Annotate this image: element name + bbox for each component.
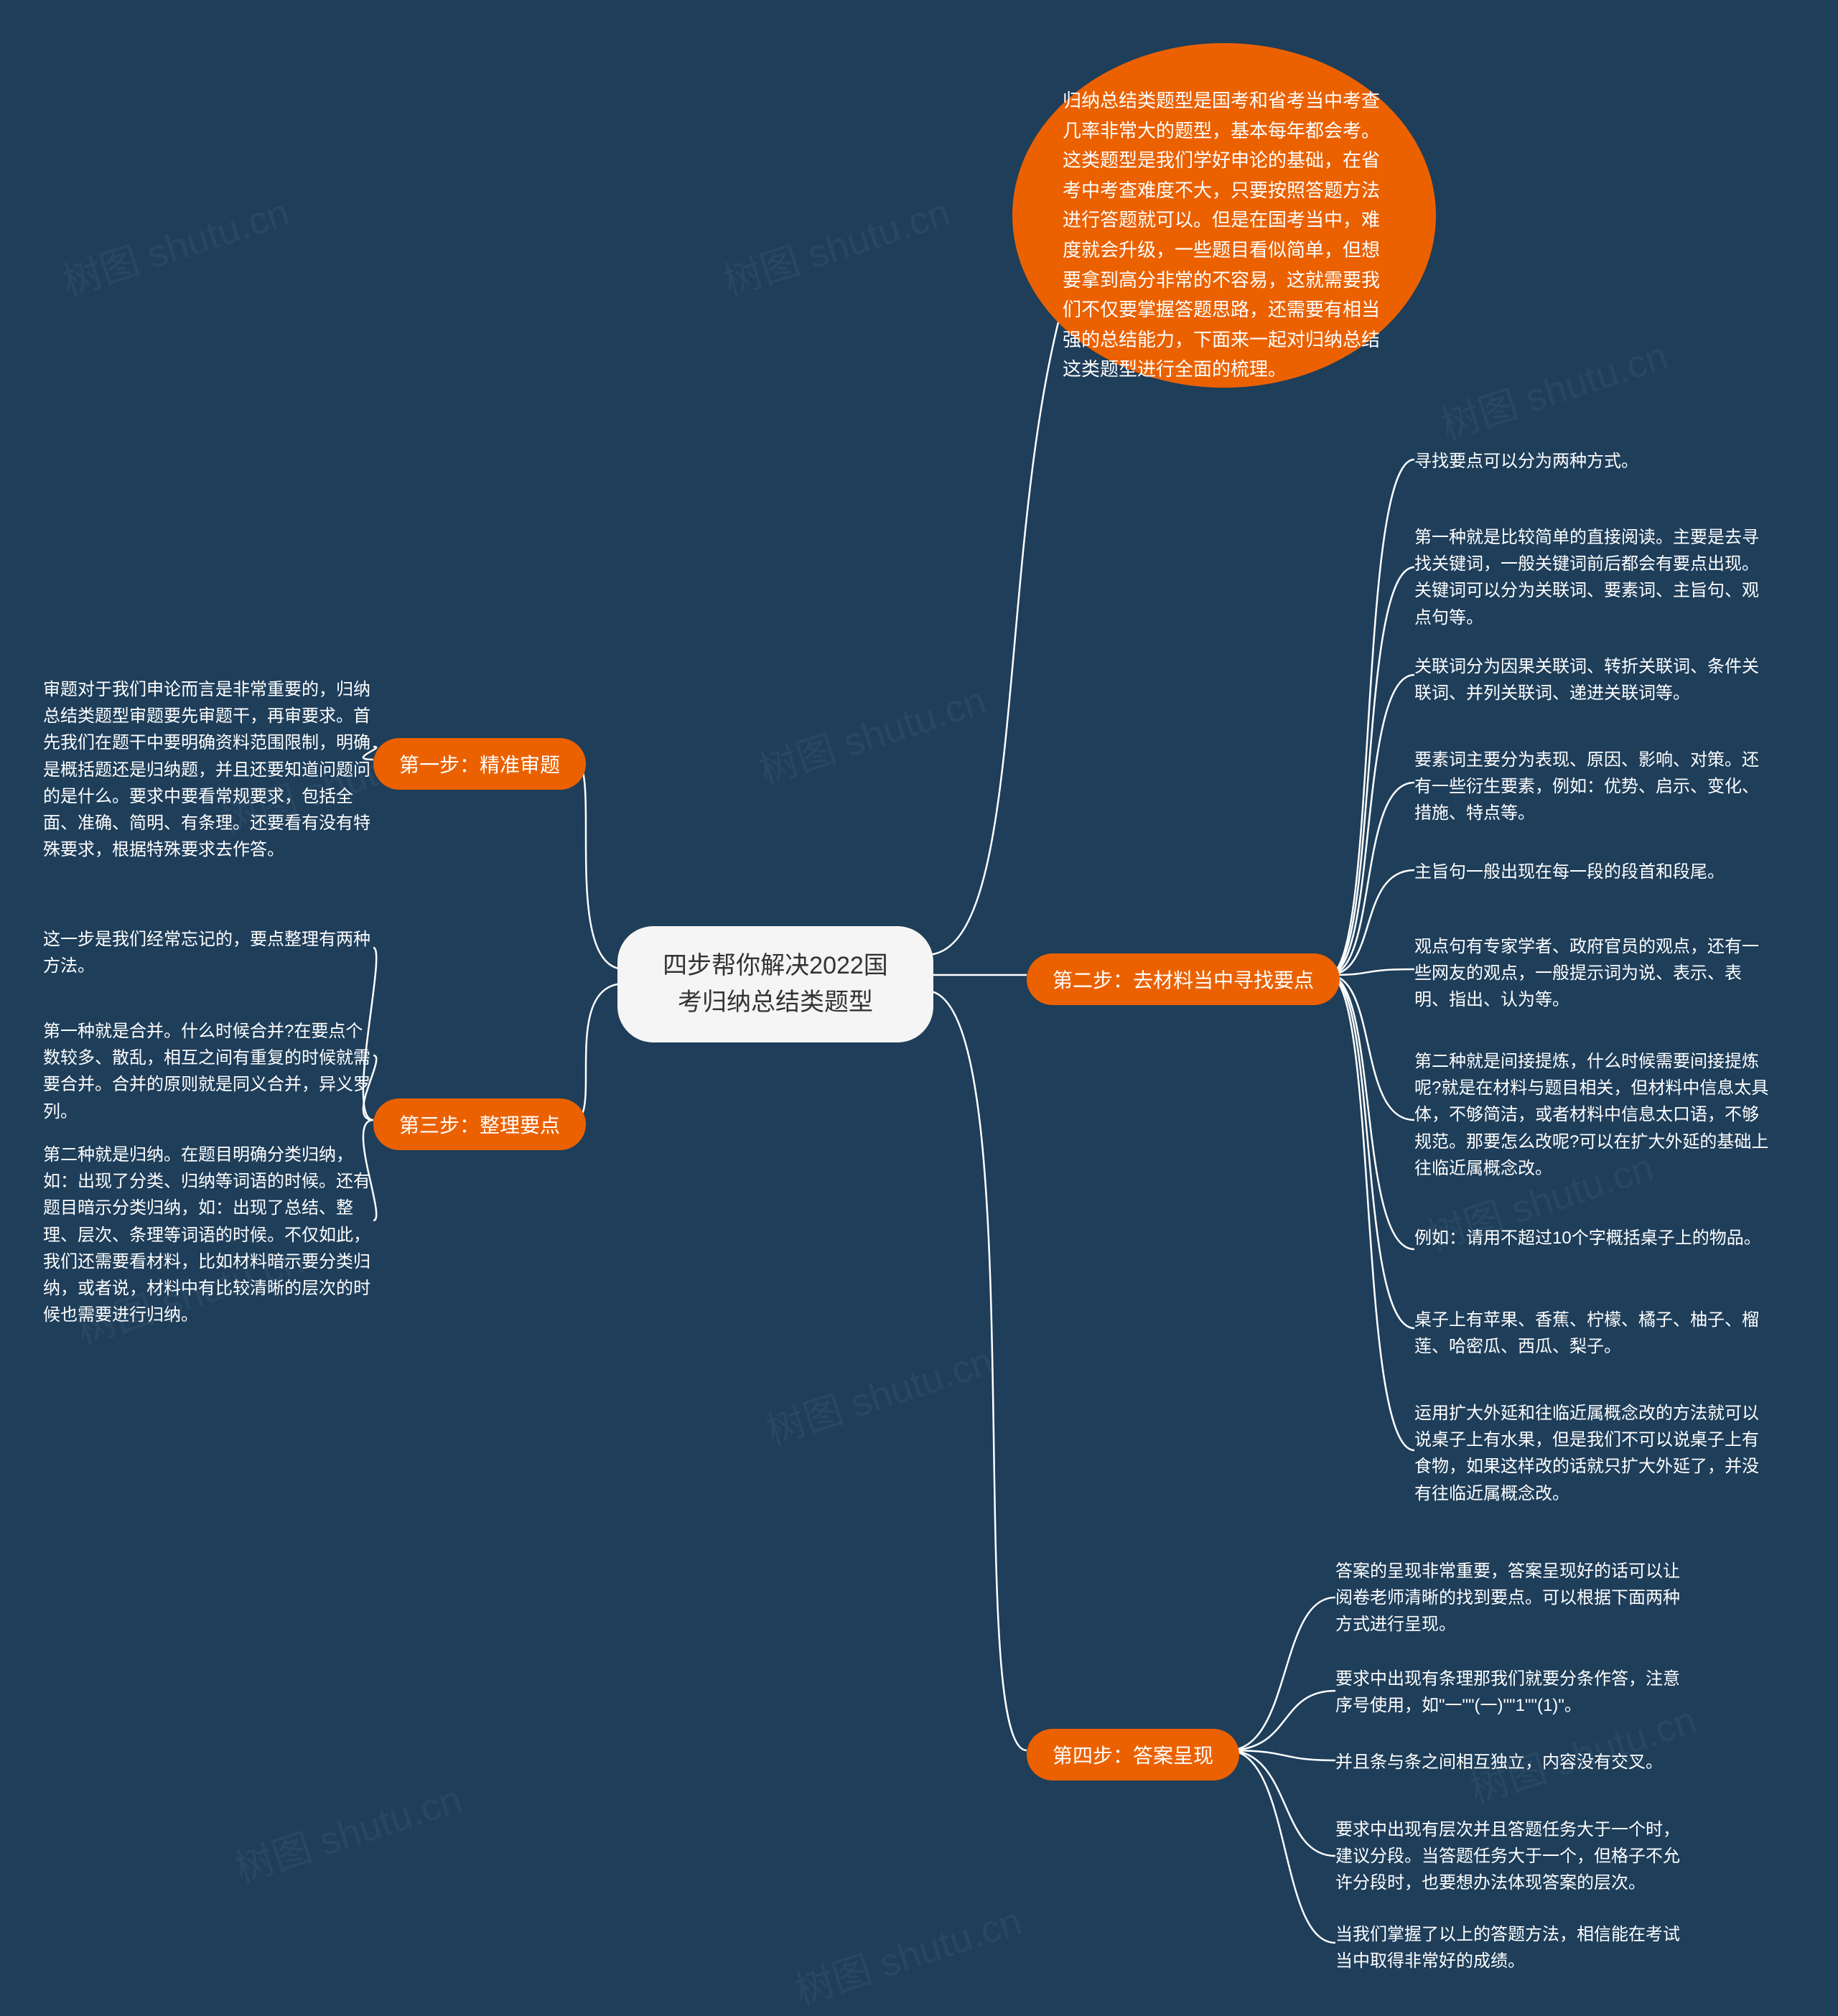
watermark: 树图 shutu.cn (55, 180, 296, 307)
watermark: 树图 shutu.cn (758, 1329, 999, 1455)
branch-step2[interactable]: 第二步：去材料当中寻找要点 (1027, 953, 1340, 1005)
branch-step3[interactable]: 第三步：整理要点 (373, 1098, 586, 1150)
leaf-step2-3: 要素词主要分为表现、原因、影响、对策。还有一些衍生要素，例如：优势、启示、变化、… (1414, 747, 1773, 827)
leaf-step3-0: 这一步是我们经常忘记的，要点整理有两种方法。 (43, 926, 373, 979)
leaf-step3-1: 第一种就是合并。什么时候合并?在要点个数较多、散乱，相互之间有重复的时候就需要合… (43, 1018, 373, 1125)
intro-bubble: 归纳总结类题型是国考和省考当中考查几率非常大的题型，基本每年都会考。这类题型是我… (1012, 43, 1436, 388)
leaf-step2-8: 桌子上有苹果、香蕉、柠檬、橘子、柚子、榴莲、哈密瓜、西瓜、梨子。 (1414, 1307, 1773, 1360)
leaf-step2-6: 第二种就是间接提炼，什么时候需要间接提炼呢?就是在材料与题目相关，但材料中信息太… (1414, 1048, 1773, 1182)
watermark: 树图 shutu.cn (227, 1767, 468, 1893)
watermark: 树图 shutu.cn (1433, 324, 1674, 450)
leaf-step4-0: 答案的呈现非常重要，答案呈现好的话可以让阅卷老师清晰的找到要点。可以根据下面两种… (1335, 1558, 1694, 1638)
leaf-step2-2: 关联词分为因果关联词、转折关联词、条件关联词、并列关联词、递进关联词等。 (1414, 653, 1773, 706)
intro-text: 归纳总结类题型是国考和省考当中考查几率非常大的题型，基本每年都会考。这类题型是我… (1063, 86, 1386, 385)
leaf-step4-2: 并且条与条之间相互独立，内容没有交叉。 (1335, 1749, 1694, 1775)
leaf-step2-5: 观点句有专家学者、政府官员的观点，还有一些网友的观点，一般提示词为说、表示、表明… (1414, 933, 1773, 1014)
leaf-step2-0: 寻找要点可以分为两种方式。 (1414, 448, 1773, 475)
branch-step4[interactable]: 第四步：答案呈现 (1027, 1729, 1239, 1781)
watermark: 树图 shutu.cn (715, 180, 956, 307)
leaf-step2-7: 例如：请用不超过10个字概括桌子上的物品。 (1414, 1225, 1773, 1251)
branch-step1[interactable]: 第一步：精准审题 (373, 738, 586, 790)
leaf-step3-2: 第二种就是归纳。在题目明确分类归纳，如：出现了分类、归纳等词语的时候。还有题目暗… (43, 1142, 373, 1328)
leaf-step2-1: 第一种就是比较简单的直接阅读。主要是去寻找关键词，一般关键词前后都会有要点出现。… (1414, 524, 1773, 631)
root-node[interactable]: 四步帮你解决2022国考归纳总结类题型 (617, 926, 933, 1042)
leaf-step4-4: 当我们掌握了以上的答题方法，相信能在考试当中取得非常好的成绩。 (1335, 1921, 1694, 1974)
leaf-step2-4: 主旨句一般出现在每一段的段首和段尾。 (1414, 859, 1773, 885)
leaf-step2-9: 运用扩大外延和往临近属概念改的方法就可以说桌子上有水果，但是我们不可以说桌子上有… (1414, 1400, 1773, 1507)
leaf-step4-1: 要求中出现有条理那我们就要分条作答，注意序号使用，如"一""(一)""1""(1… (1335, 1666, 1694, 1719)
leaf-step1-0: 审题对于我们申论而言是非常重要的，归纳总结类题型审题要先审题干，再审要求。首先我… (43, 676, 373, 863)
watermark: 树图 shutu.cn (751, 668, 992, 795)
leaf-step4-3: 要求中出现有层次并且答题任务大于一个时，建议分段。当答题任务大于一个，但格子不允… (1335, 1816, 1694, 1897)
watermark: 树图 shutu.cn (787, 1889, 1028, 2015)
